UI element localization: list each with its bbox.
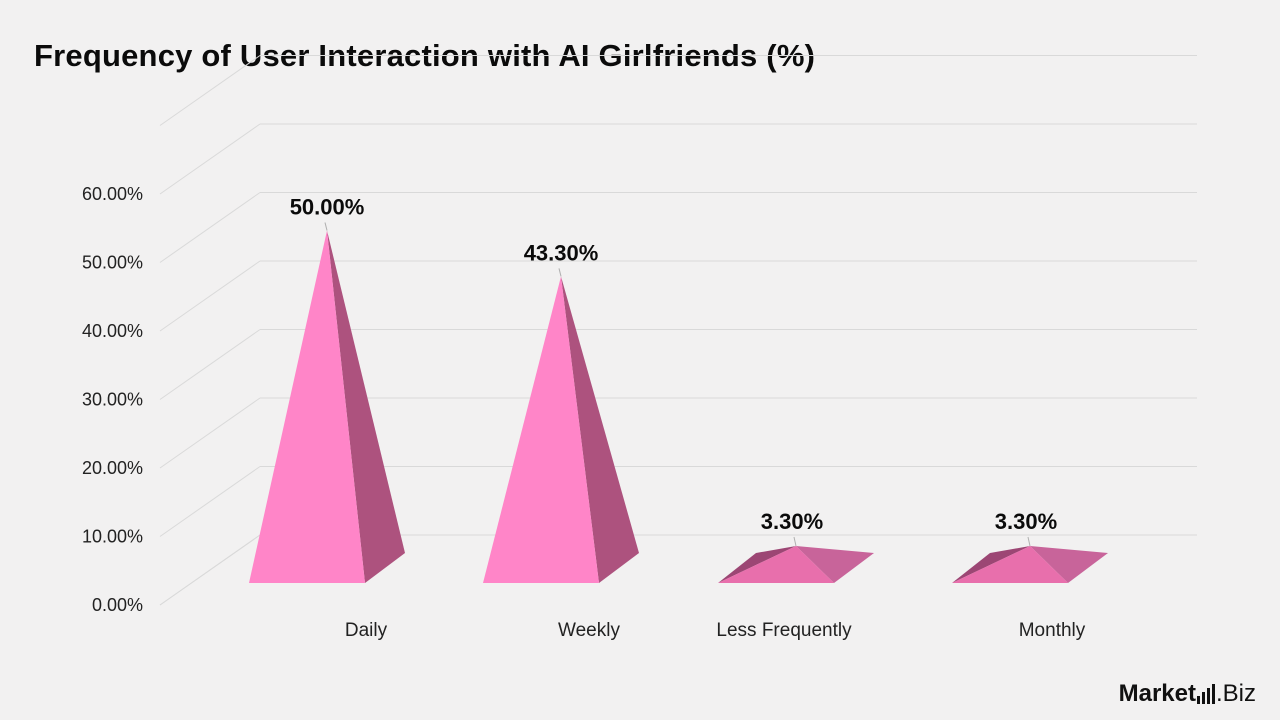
side-wall-gridline bbox=[159, 534, 261, 606]
pyramid-bar-weekly bbox=[483, 276, 599, 583]
side-wall-gridline bbox=[159, 329, 261, 400]
side-wall-gridline bbox=[159, 260, 261, 332]
pyramid-side-less-frequently bbox=[796, 546, 874, 583]
y-tick-label: 50.00% bbox=[82, 253, 143, 273]
data-label: 50.00% bbox=[290, 195, 365, 220]
marketbiz-logo: Market .Biz bbox=[1119, 680, 1256, 708]
logo-text-bold: Market bbox=[1118, 680, 1196, 707]
pyramid-bar-monthly bbox=[952, 546, 1068, 583]
x-category-label: Less Frequently bbox=[716, 620, 852, 641]
pyramid-side-monthly bbox=[1030, 546, 1108, 583]
side-wall-gridline bbox=[159, 123, 261, 195]
x-category-label: Weekly bbox=[558, 620, 620, 641]
data-label-leader bbox=[1027, 536, 1031, 547]
y-tick-label: 40.00% bbox=[82, 321, 143, 341]
y-tick-label: 20.00% bbox=[82, 458, 143, 478]
logo-bars-icon bbox=[1196, 682, 1215, 704]
side-wall-gridline bbox=[159, 55, 261, 126]
y-tick-label: 10.00% bbox=[82, 527, 143, 547]
data-label-leader bbox=[793, 536, 797, 547]
logo-text-light: .Biz bbox=[1215, 680, 1256, 707]
x-category-label: Daily bbox=[345, 620, 388, 641]
pyramid-side-daily bbox=[327, 230, 405, 583]
y-tick-label: 30.00% bbox=[82, 390, 143, 410]
x-category-label: Monthly bbox=[1019, 620, 1086, 641]
side-wall-gridline bbox=[159, 397, 261, 469]
data-label-leader bbox=[324, 222, 328, 231]
y-tick-label: 0.00% bbox=[92, 595, 143, 615]
pyramid-bar-daily bbox=[249, 230, 365, 583]
pyramid-side-weekly bbox=[561, 276, 639, 583]
data-label: 3.30% bbox=[761, 509, 823, 534]
side-wall-gridline bbox=[159, 192, 261, 263]
data-label: 3.30% bbox=[995, 509, 1057, 534]
data-label-leader bbox=[558, 268, 562, 277]
pyramid-bar-less-frequently bbox=[718, 546, 834, 583]
y-tick-label: 60.00% bbox=[82, 184, 143, 204]
side-wall-gridline bbox=[159, 466, 261, 537]
data-label: 43.30% bbox=[524, 240, 599, 265]
